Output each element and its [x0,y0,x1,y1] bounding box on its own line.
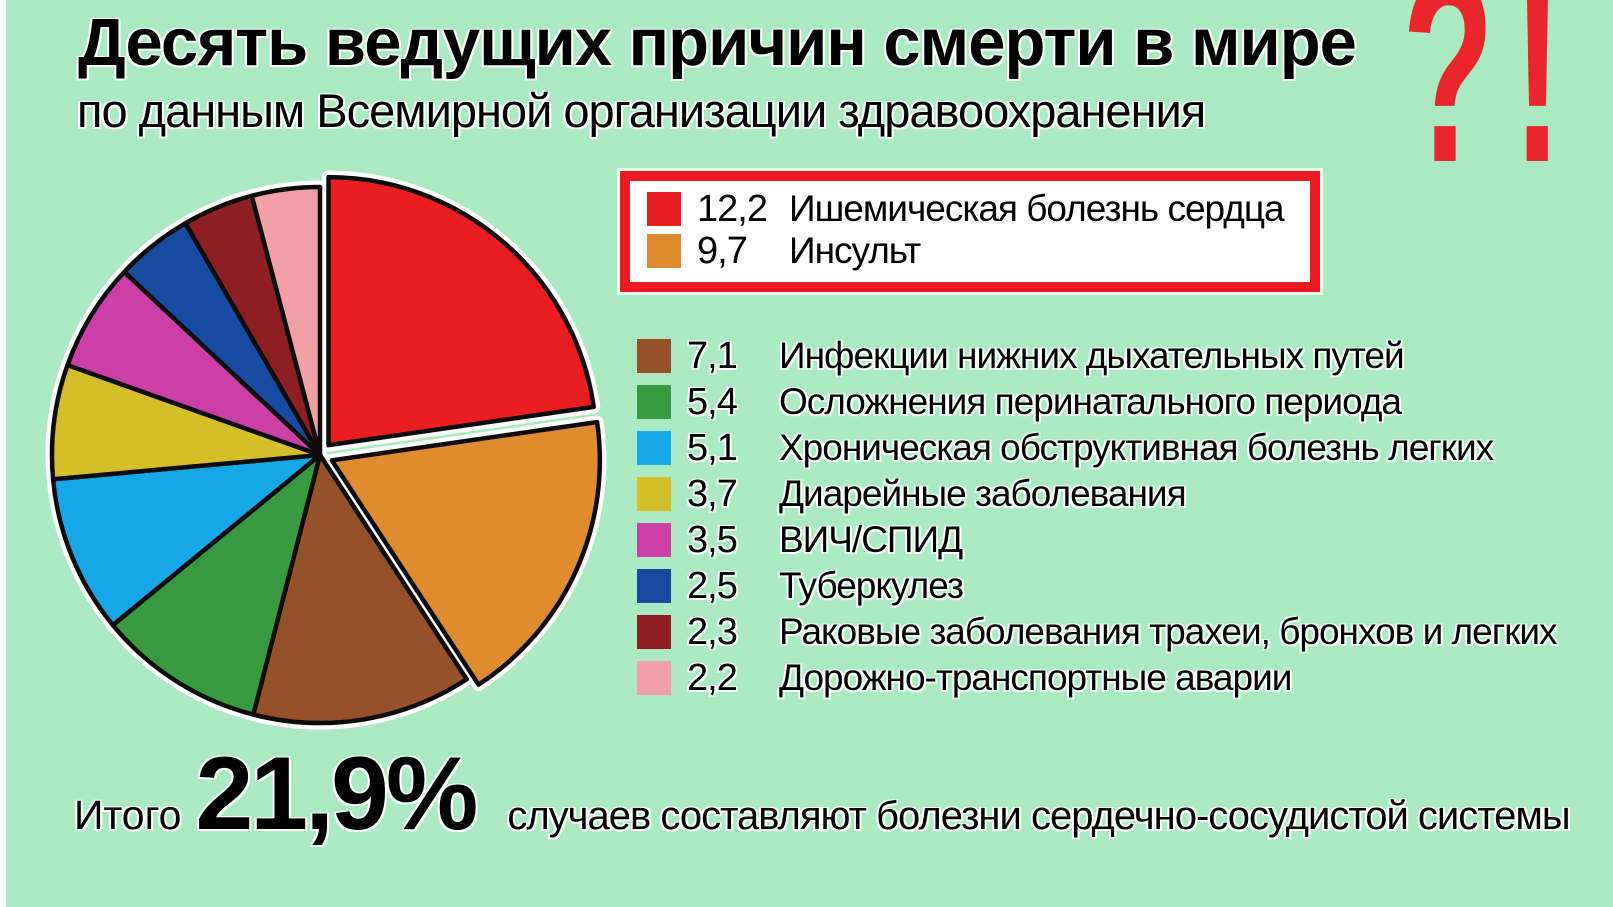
legend: 7,1 Инфекции нижних дыхательных путей 5,4 О… [637,333,1558,701]
legend-item: 3,5 ВИЧ/СПИД [637,517,1557,563]
legend-label: ВИЧ/СПИД [779,519,963,560]
interrobang-mark: ?! [1402,0,1581,218]
pie-chart [45,170,607,730]
legend-item: 9,7 Инсульт [647,230,1310,272]
legend-label: Раковые заболевания трахеи, бронхов и ле… [779,611,1558,652]
legend-item: 3,7 Диарейные заболевания [637,471,1557,517]
legend-value: 3,5 [687,518,738,561]
summary-total: 21,9% [195,736,478,852]
legend-label: Хроническая обструктивная болезнь легких [779,427,1494,468]
left-white-edge [0,0,6,907]
legend-item: 12,2 Ишемическая болезнь сердца [647,188,1310,230]
legend-color-swatch [637,431,671,465]
legend-value: 2,2 [687,656,738,699]
legend-item: 2,5 Туберкулез [637,563,1557,609]
pie-slice-3 [110,452,323,717]
legend-item: 5,4 Осложнения перинатального периода [637,379,1557,425]
summary-suffix: случаев составляют болезни сердечно-сосу… [507,794,1570,838]
legend-value: 3,7 [687,472,738,515]
legend-value: 12,2 [697,187,768,230]
legend-item: 2,2 Дорожно-транспортные аварии [637,655,1557,701]
legend-item: 2,3 Раковые заболевания трахеи, бронхов и… [637,609,1558,655]
legend-value: 5,1 [687,426,738,469]
pie-slice-4 [50,452,323,628]
top-causes-highlight-box: 12,2 Ишемическая болезнь сердца 9,7 Инсульт [620,171,1320,292]
legend-label: Ишемическая болезнь сердца [789,188,1285,229]
page-subtitle: по данным Всемирной организации здравоох… [77,84,1206,137]
summary-prefix: Итого [74,792,182,838]
legend-label: Туберкулез [779,565,964,606]
legend-color-swatch [637,385,671,419]
pie-slice-9 [249,184,323,458]
legend-label: Дорожно-транспортные аварии [779,657,1292,698]
summary-line: Итого 21,9% случаев составляют болезни с… [74,736,1571,852]
pie-slice-2 [251,452,469,726]
legend-color-swatch [637,477,671,511]
legend-value: 9,7 [697,229,748,272]
page-title: Десять ведущих причин смерти в мире [78,5,1357,80]
pie-slice-1 [329,419,603,687]
legend-color-swatch [637,615,671,649]
legend-item: 5,1 Хроническая обструктивная болезнь лег… [637,425,1557,471]
legend-label: Инфекции нижних дыхательных путей [779,335,1405,376]
legend-value: 7,1 [687,334,738,377]
legend-value: 2,3 [687,610,738,653]
legend-label: Инсульт [789,230,921,271]
pie-slice-0 [326,174,597,448]
highlight-legend: 12,2 Ишемическая болезнь сердца 9,7 Инсульт [647,188,1310,272]
legend-label: Осложнения перинатального периода [779,381,1402,422]
legend-color-swatch [637,339,671,373]
legend-item: 7,1 Инфекции нижних дыхательных путей [637,333,1557,379]
legend-value: 2,5 [687,564,738,607]
legend-color-swatch [637,569,671,603]
legend-color-swatch [647,192,681,226]
legend-color-swatch [647,234,681,268]
legend-color-swatch [637,661,671,695]
legend-color-swatch [637,523,671,557]
legend-label: Диарейные заболевания [779,473,1187,514]
legend-value: 5,4 [687,380,738,423]
